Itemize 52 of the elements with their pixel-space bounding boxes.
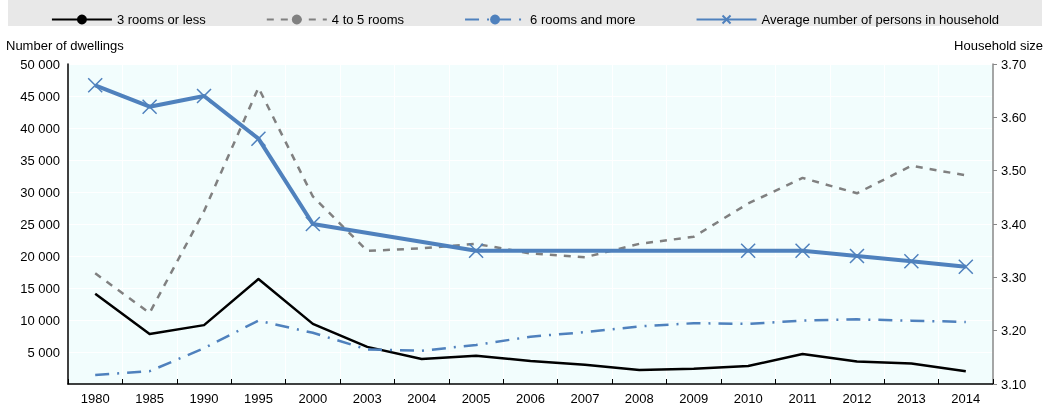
y-tick-label: 40 000	[20, 120, 60, 136]
y-tick-label: 5 000	[27, 344, 60, 360]
point	[468, 242, 484, 259]
x-tick-label: 1985	[135, 391, 165, 406]
y-tick-label: 25 000	[20, 216, 60, 232]
point	[794, 242, 811, 259]
x-tick-label: 2012	[842, 391, 872, 406]
x-tick-label: 2011	[788, 391, 817, 406]
legend-label: 4 to 5 rooms	[331, 12, 405, 27]
y-tick-label: 20 000	[20, 248, 60, 264]
y2-tick-label: 3.10	[1001, 376, 1027, 392]
point	[87, 77, 103, 94]
y2-tick-label: 3.60	[1001, 109, 1027, 125]
x-tick-label: 1980	[80, 391, 110, 406]
x-tick-label: 2008	[624, 391, 654, 406]
x-tick-label: 2009	[679, 391, 709, 406]
point	[903, 253, 920, 270]
y-tick-label: 50 000	[20, 56, 60, 72]
x-tick-label: 2005	[461, 391, 491, 406]
x-tick-label: 2003	[352, 391, 382, 406]
x-tick-label: 2010	[733, 391, 763, 406]
point	[141, 98, 158, 115]
x-tick-label: 2013	[896, 391, 926, 406]
y-tick-label: 10 000	[20, 312, 60, 328]
y-axis-title: Number of dwellings	[6, 38, 125, 53]
point	[196, 88, 212, 104]
x-tick-label: 2006	[516, 391, 545, 406]
y2-tick-label: 3.70	[1001, 56, 1027, 72]
legend-label: 3 rooms or less	[116, 12, 207, 27]
y-tick-label: 15 000	[20, 280, 60, 296]
y-tick-label: 35 000	[20, 152, 60, 168]
y2-tick-label: 3.30	[1001, 269, 1027, 285]
y2-tick-label: 3.20	[1001, 323, 1027, 339]
y-tick-label: 30 000	[20, 184, 60, 200]
line-series	[93, 277, 968, 373]
point	[740, 242, 756, 259]
x-tick-label: 2014	[951, 391, 981, 406]
y-tick-label: 45 000	[20, 88, 60, 104]
x-tick-label: 1990	[189, 391, 219, 406]
line-series	[93, 318, 968, 377]
point	[305, 216, 321, 232]
y2-axis-title: Household size	[954, 38, 1043, 53]
y2-tick-label: 3.50	[1001, 163, 1027, 179]
x-tick-label: 2000	[298, 391, 328, 406]
legend-label: Average number of persons in household	[761, 12, 1000, 27]
point	[849, 248, 865, 264]
x-tick-label: 2007	[570, 391, 600, 406]
x-tick-label: 2004	[407, 391, 437, 406]
point	[958, 258, 974, 275]
y2-tick-label: 3.40	[1001, 216, 1027, 232]
x-tick-label: 1995	[243, 391, 273, 406]
legend-label: 6 rooms and more	[530, 12, 636, 27]
